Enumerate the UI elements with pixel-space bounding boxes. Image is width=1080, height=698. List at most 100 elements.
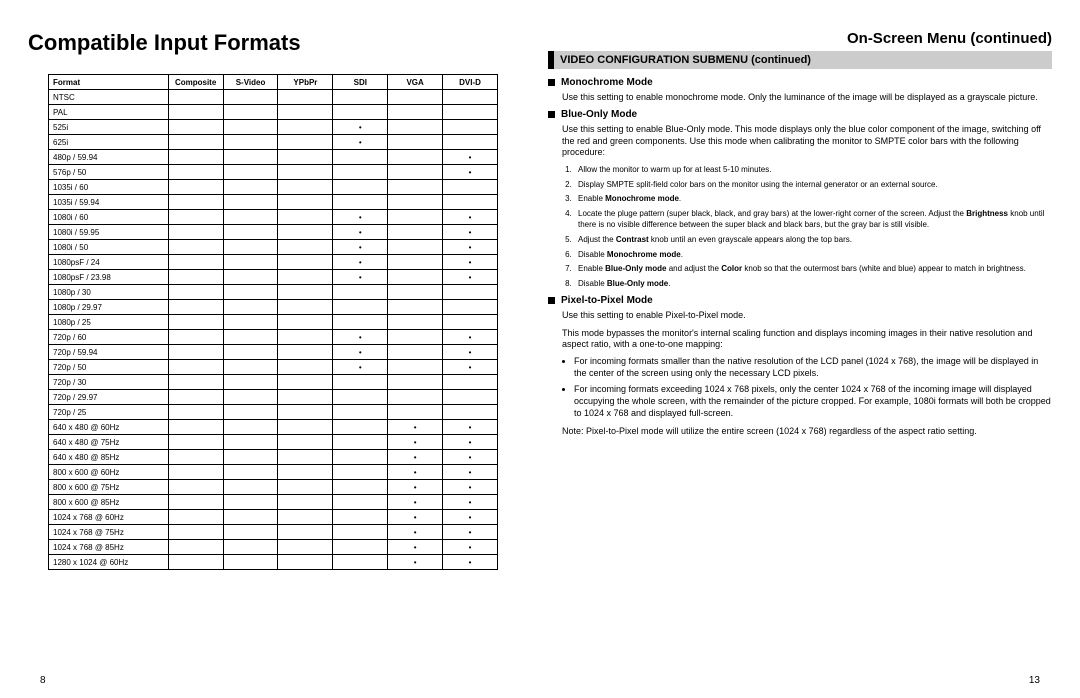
step-item: Allow the monitor to warm up for at leas… <box>574 164 1052 176</box>
support-cell <box>223 435 278 450</box>
format-cell: 1080psF / 23.98 <box>49 270 169 285</box>
format-cell: 1080psF / 24 <box>49 255 169 270</box>
table-row: 525i• <box>49 120 498 135</box>
table-row: 640 x 480 @ 75Hz•• <box>49 435 498 450</box>
support-cell <box>168 510 223 525</box>
page-number-left: 8 <box>40 675 46 686</box>
support-cell <box>223 360 278 375</box>
support-cell <box>388 360 443 375</box>
support-cell <box>168 195 223 210</box>
support-cell: • <box>388 480 443 495</box>
support-cell <box>223 420 278 435</box>
support-cell <box>278 195 333 210</box>
support-cell <box>443 390 498 405</box>
support-cell <box>278 390 333 405</box>
table-row: 720p / 29.97 <box>49 390 498 405</box>
support-cell <box>333 480 388 495</box>
monochrome-text: Use this setting to enable monochrome mo… <box>562 92 1052 103</box>
support-cell <box>168 375 223 390</box>
format-cell: 1035i / 59.94 <box>49 195 169 210</box>
support-cell <box>388 90 443 105</box>
submenu-banner: VIDEO CONFIGURATION SUBMENU (continued) <box>548 51 1052 69</box>
table-row: 1035i / 59.94 <box>49 195 498 210</box>
support-cell <box>333 510 388 525</box>
support-cell <box>223 375 278 390</box>
monochrome-heading: Monochrome Mode <box>548 77 1052 88</box>
support-cell: • <box>333 225 388 240</box>
support-cell <box>278 405 333 420</box>
left-title: Compatible Input Formats <box>28 30 508 56</box>
bullet-item: For incoming formats exceeding 1024 x 76… <box>574 384 1052 419</box>
support-cell <box>333 495 388 510</box>
table-row: 800 x 600 @ 60Hz•• <box>49 465 498 480</box>
support-cell <box>168 330 223 345</box>
blueonly-heading: Blue-Only Mode <box>548 109 1052 120</box>
support-cell <box>278 510 333 525</box>
support-cell: • <box>443 495 498 510</box>
support-cell <box>388 180 443 195</box>
p2p-bullets: For incoming formats smaller than the na… <box>574 356 1052 419</box>
table-header: YPbPr <box>278 75 333 90</box>
table-row: 720p / 25 <box>49 405 498 420</box>
support-cell <box>278 285 333 300</box>
support-cell <box>333 90 388 105</box>
support-cell <box>168 300 223 315</box>
table-row: 720p / 30 <box>49 375 498 390</box>
support-cell: • <box>333 240 388 255</box>
support-cell <box>388 375 443 390</box>
page-number-right: 13 <box>1029 675 1040 686</box>
table-row: 720p / 60•• <box>49 330 498 345</box>
support-cell <box>278 105 333 120</box>
format-cell: NTSC <box>49 90 169 105</box>
table-row: PAL <box>49 105 498 120</box>
support-cell <box>388 390 443 405</box>
support-cell <box>333 165 388 180</box>
support-cell <box>223 105 278 120</box>
step-item: Locate the pluge pattern (super black, b… <box>574 208 1052 231</box>
support-cell <box>333 105 388 120</box>
support-cell <box>168 90 223 105</box>
table-row: NTSC <box>49 90 498 105</box>
support-cell <box>223 390 278 405</box>
support-cell <box>443 375 498 390</box>
support-cell <box>223 210 278 225</box>
support-cell <box>388 195 443 210</box>
support-cell <box>388 225 443 240</box>
support-cell <box>388 210 443 225</box>
support-cell <box>168 525 223 540</box>
support-cell <box>333 375 388 390</box>
support-cell <box>388 345 443 360</box>
support-cell <box>223 555 278 570</box>
support-cell <box>278 450 333 465</box>
support-cell <box>278 360 333 375</box>
support-cell: • <box>443 240 498 255</box>
support-cell <box>333 180 388 195</box>
support-cell <box>278 480 333 495</box>
support-cell <box>168 150 223 165</box>
support-cell <box>168 255 223 270</box>
support-cell: • <box>388 450 443 465</box>
support-cell: • <box>333 120 388 135</box>
support-cell: • <box>443 435 498 450</box>
table-row: 1280 x 1024 @ 60Hz•• <box>49 555 498 570</box>
support-cell: • <box>443 450 498 465</box>
format-cell: 1024 x 768 @ 75Hz <box>49 525 169 540</box>
support-cell: • <box>443 150 498 165</box>
table-header: SDI <box>333 75 388 90</box>
support-cell <box>333 540 388 555</box>
support-cell <box>278 375 333 390</box>
support-cell: • <box>388 525 443 540</box>
format-cell: 800 x 600 @ 60Hz <box>49 465 169 480</box>
support-cell <box>168 435 223 450</box>
support-cell <box>223 225 278 240</box>
support-cell <box>278 465 333 480</box>
support-cell <box>223 525 278 540</box>
support-cell <box>223 495 278 510</box>
support-cell <box>223 465 278 480</box>
support-cell: • <box>388 465 443 480</box>
support-cell <box>168 345 223 360</box>
support-cell: • <box>443 480 498 495</box>
p2p-label: Pixel-to-Pixel Mode <box>561 295 653 306</box>
table-header: S-Video <box>223 75 278 90</box>
support-cell <box>333 465 388 480</box>
